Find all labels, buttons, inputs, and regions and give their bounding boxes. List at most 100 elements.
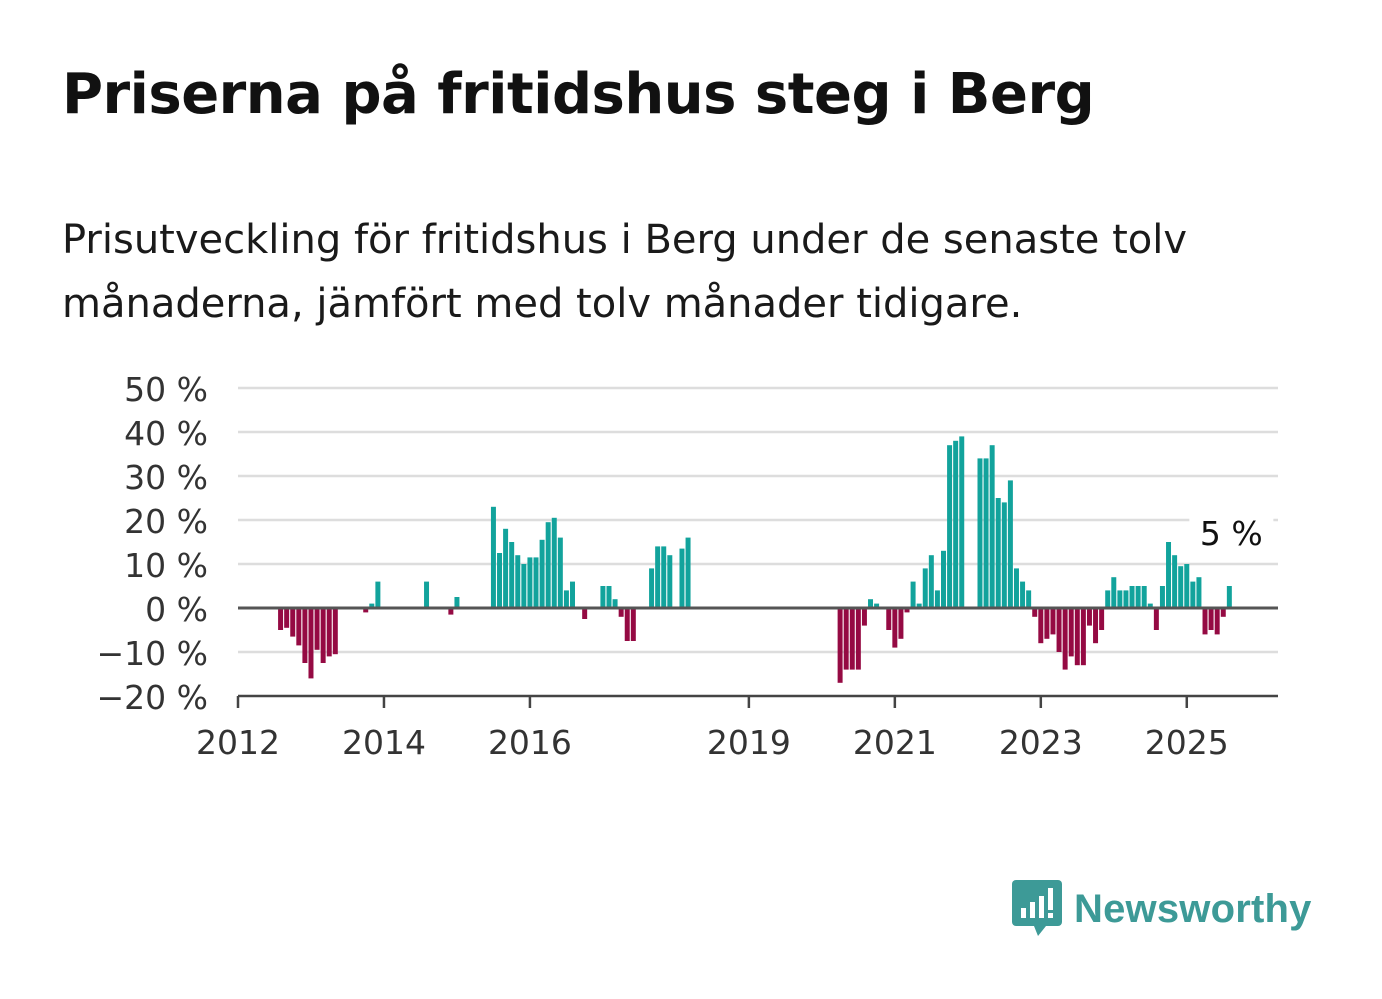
bar [1159,586,1165,608]
bar [1178,566,1184,608]
bar [1147,603,1153,608]
bar [1214,608,1220,635]
bar [563,590,569,608]
bar [1020,581,1026,608]
x-tick-label: 2019 [707,723,791,762]
bar [302,608,308,663]
bar [904,608,910,613]
brand-logo: Newsworthy [1010,878,1312,940]
bar [649,568,655,608]
gridlines [238,386,1278,654]
bar [1196,577,1202,608]
chart-subtitle: Prisutveckling för fritidshus i Berg und… [62,217,1188,327]
bar [685,537,691,608]
bar [454,597,460,608]
bar [1044,608,1050,639]
bar [424,581,430,608]
y-tick-label: 40 % [124,414,208,453]
bar [1129,586,1135,608]
bar [1050,608,1056,635]
bar [582,608,588,619]
bar [1032,608,1038,617]
bar [953,440,959,608]
bar [490,506,496,608]
x-tick-label: 2023 [999,723,1083,762]
bar [1166,542,1172,608]
y-tick-label: −10 % [97,634,209,673]
bar [509,542,515,608]
bar [849,608,855,670]
bars [278,436,1232,683]
bar [1013,568,1019,608]
bar [1202,608,1208,635]
x-tick-label: 2021 [853,723,937,762]
bar [618,608,624,617]
bar [892,608,898,648]
bar [545,522,551,608]
bar [503,528,509,608]
bar [874,603,880,608]
y-tick-label: 50 % [124,370,208,409]
bar [1153,608,1159,630]
y-tick-label: 0 % [145,590,208,629]
bar [527,557,533,608]
bar [375,581,381,608]
x-tick-label: 2016 [488,723,572,762]
bar [679,548,685,608]
bar [959,436,965,608]
bar [910,581,916,608]
bar [1105,590,1111,608]
bar [1007,480,1013,608]
bar [916,603,922,608]
bar [843,608,849,670]
bar [922,568,928,608]
bar [898,608,904,639]
bar [941,550,946,608]
bar [363,608,369,613]
bar [630,608,636,641]
bar [1190,581,1196,608]
bar [655,546,661,608]
y-tick-label: 20 % [124,502,208,541]
bar [855,608,861,670]
bar [515,555,521,608]
bar [1226,586,1232,608]
bar [624,608,630,641]
bar [296,608,302,646]
bar [934,590,940,608]
bar [1172,555,1178,608]
bar [886,608,892,630]
bar [989,445,995,608]
bar [977,458,983,608]
x-tick-label: 2014 [342,723,426,762]
bar [1135,586,1141,608]
bar [521,564,527,608]
bar [533,557,539,608]
x-tick-label: 2025 [1145,723,1229,762]
bar [314,608,320,650]
bar [612,599,618,608]
x-tick-label: 2012 [196,723,280,762]
bar [1220,608,1226,617]
bar [1001,502,1007,608]
bar [1184,564,1190,608]
labels: −20 % −10 % 0 % 10 % 20 % 30 % 40 % 50 % 2012 201… [97,370,1274,762]
bar [539,539,545,608]
bar [448,608,454,615]
bar [557,537,563,608]
bar [1093,608,1099,644]
bar [326,608,332,657]
bar [1062,608,1068,670]
bar [369,603,375,608]
bar [284,608,290,628]
bar [1056,608,1062,652]
bar [1117,590,1123,608]
bar [928,555,934,608]
bar [861,608,867,626]
bar [661,546,667,608]
bar [1074,608,1080,666]
bar [1026,590,1032,608]
brand-name: Newsworthy [1074,886,1312,931]
bar [667,555,673,608]
